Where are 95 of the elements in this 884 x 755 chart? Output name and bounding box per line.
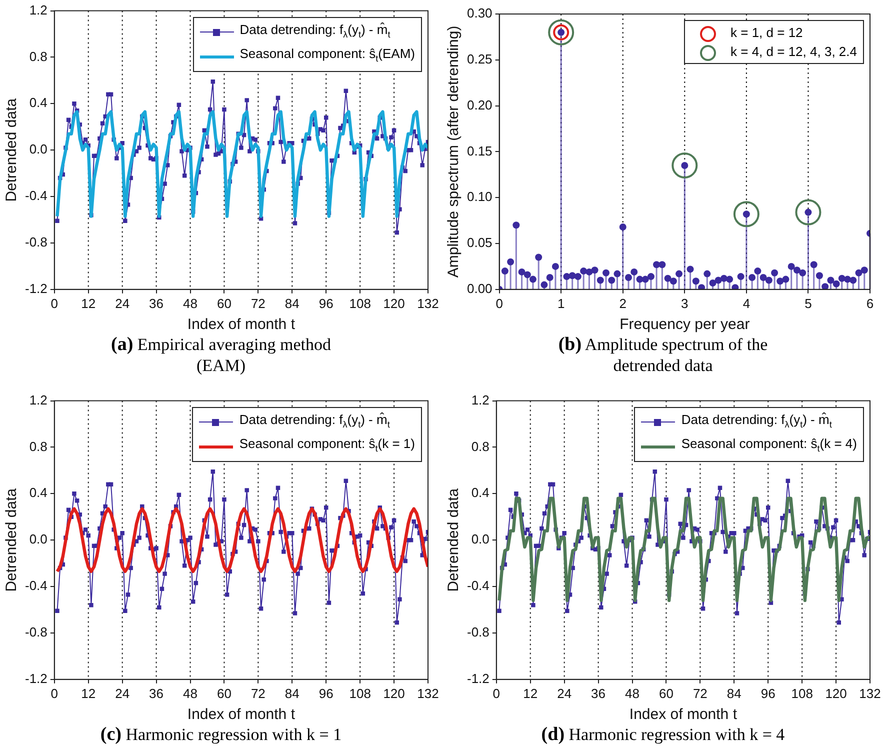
x-tick-label: 60 [216, 686, 232, 701]
x-tick-label: 36 [149, 296, 164, 311]
x-tick-label: 1 [557, 296, 565, 311]
x-tick-label: 72 [250, 686, 266, 701]
y-tick-label: -0.4 [466, 578, 490, 594]
y-tick-label: 0.0 [29, 142, 48, 157]
text: (c) Harmonic regression with k = 1 [100, 724, 342, 745]
y-tick-label: 1.2 [29, 2, 48, 18]
y-tick-label: 0.20 [466, 97, 492, 112]
x-tick-label: 0 [50, 686, 58, 701]
x-axis-title: Index of month t [629, 706, 738, 724]
y-tick-label: -0.8 [466, 624, 490, 640]
legend-label: Seasonal component: ŝ$_{t}$(k = 1) [239, 435, 415, 456]
y-tick-label: 0.25 [466, 51, 492, 66]
y-tick-label: 0.4 [29, 485, 48, 500]
x-axis-title: Index of month t [187, 316, 296, 334]
x-tick-label: 48 [625, 686, 640, 701]
x-tick-label: 132 [417, 686, 439, 701]
x-tick-label: 84 [284, 296, 300, 311]
x-tick-label: 96 [318, 296, 334, 311]
y-tick-label: 0.05 [466, 235, 492, 250]
x-tick-label: 84 [284, 686, 300, 701]
x-tick-label: 60 [658, 686, 674, 701]
legend-label: k = 4, d = 12, 4, 3, 2.4 [730, 43, 857, 61]
x-tick-label: 2 [619, 296, 626, 311]
y-axis-title: Detrended data [445, 488, 462, 592]
text: (d) Harmonic regression with k = 4 [541, 724, 785, 745]
y-axis-title: Detrended data [3, 488, 20, 592]
x-tick-label: 24 [115, 686, 130, 701]
y-tick-label: -0.8 [24, 234, 48, 250]
x-tick-label: 24 [115, 296, 130, 311]
y-tick-label: 0.4 [471, 485, 490, 500]
y-tick-label: 0.8 [29, 438, 48, 454]
x-tick-label: 6 [866, 296, 874, 311]
x-tick-label: 24 [557, 686, 572, 701]
y-tick-label: 0.8 [471, 438, 490, 454]
y-tick-label: 1.2 [471, 392, 490, 408]
x-tick-label: 0 [492, 686, 500, 701]
x-tick-label: 60 [216, 296, 232, 311]
x-tick-label: 36 [149, 686, 164, 701]
x-tick-label: 108 [349, 296, 371, 311]
y-tick-label: 0.30 [466, 6, 492, 21]
legend-label: Seasonal component: ŝ$_{t}$(k = 4) [681, 435, 857, 456]
y-tick-label: -0.4 [24, 578, 48, 594]
x-tick-label: 36 [591, 686, 606, 701]
x-tick-label: 108 [349, 686, 371, 701]
y-tick-label: 0.4 [29, 95, 48, 110]
x-tick-label: 12 [81, 686, 96, 701]
y-tick-label: -1.2 [466, 670, 490, 686]
x-tick-label: 108 [791, 686, 813, 701]
y-tick-label: 0.00 [466, 280, 492, 296]
x-tick-label: 48 [183, 686, 198, 701]
legend-label: Data detrending: f$_{λ}$(y$_{t}$) - m̂$_{t}$ [240, 20, 390, 42]
x-tick-label: 72 [250, 296, 266, 311]
y-tick-label: 0.0 [471, 532, 490, 547]
x-tick-label: 96 [760, 686, 776, 701]
point [548, 19, 574, 46]
point [672, 152, 698, 178]
x-tick-label: 5 [804, 296, 812, 311]
y-tick-label: 0.0 [29, 532, 48, 547]
x-tick-label: 3 [681, 296, 688, 311]
x-tick-label: 0 [496, 296, 503, 311]
y-tick-label: 0.15 [466, 143, 492, 158]
x-tick-label: 84 [726, 686, 742, 701]
y-tick-label: 0.10 [466, 189, 492, 204]
legend-label: k = 1, d = 12 [730, 24, 803, 42]
text: (b) Amplitude spectrum of the detrended data [557, 334, 769, 376]
legend-label: Data detrending: f$_{λ}$(y$_{t}$) - m̂$_{t}$ [239, 410, 390, 432]
legend-label: Data detrending: f$_{λ}$(y$_{t}$) - m̂$_{t}$ [681, 410, 832, 432]
x-tick-label: 4 [742, 296, 750, 311]
x-tick-label: 120 [383, 686, 405, 701]
text: (a) Empirical averaging method (EAM) [110, 334, 332, 376]
x-tick-label: 132 [417, 296, 439, 311]
y-tick-label: -1.2 [24, 670, 48, 686]
y-axis-title: Amplitude spectrum (after detrending) [445, 26, 462, 278]
x-tick-label: 72 [692, 686, 708, 701]
y-tick-label: -0.8 [24, 624, 48, 640]
x-tick-label: 96 [318, 686, 334, 701]
x-tick-label: 120 [383, 296, 405, 311]
y-axis-title: Detrended data [3, 98, 20, 202]
x-tick-label: 12 [81, 296, 96, 311]
y-tick-label: -0.4 [24, 188, 48, 204]
y-tick-label: 1.2 [29, 392, 48, 408]
x-axis-title: Frequency per year [620, 316, 750, 334]
x-axis-title: Index of month t [187, 706, 296, 724]
legend-label: Seasonal component: ŝ$_{t}$(EAM) [240, 45, 415, 66]
y-tick-label: 0.8 [29, 48, 48, 64]
x-tick-label: 120 [825, 686, 847, 701]
x-tick-label: 132 [859, 686, 881, 701]
y-tick-label: -1.2 [24, 280, 48, 296]
point [795, 199, 822, 226]
x-tick-label: 0 [50, 296, 58, 311]
point [733, 201, 760, 228]
x-tick-label: 12 [523, 686, 538, 701]
x-tick-label: 48 [183, 296, 198, 311]
